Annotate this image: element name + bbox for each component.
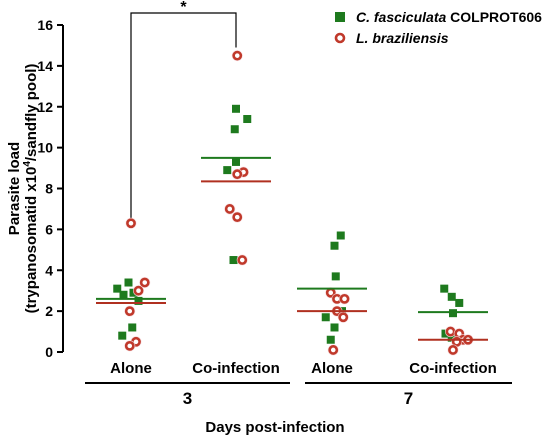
- y-tick-label: 12: [37, 99, 53, 115]
- legend-entry: C. fasciculata COLPROT606: [356, 9, 542, 25]
- data-point-square: [230, 125, 239, 134]
- group-label: Alone: [110, 360, 152, 377]
- x-axis-title: Days post-infection: [205, 419, 344, 436]
- data-point-ring: [232, 169, 243, 180]
- group-label: Co-infection: [409, 360, 497, 377]
- data-point-ring: [339, 293, 350, 304]
- group-label: Co-infection: [192, 360, 280, 377]
- significance-label: *: [180, 0, 187, 16]
- data-point-square: [336, 231, 345, 240]
- y-tick-label: 10: [37, 140, 53, 156]
- data-point-square: [113, 284, 122, 293]
- day-label: 7: [404, 389, 413, 408]
- data-point-square: [128, 323, 137, 332]
- legend-marker-square: [335, 12, 345, 22]
- data-point-ring: [338, 312, 349, 323]
- data-point-ring: [448, 345, 458, 355]
- data-point-square: [440, 284, 449, 293]
- data-point-ring: [126, 218, 136, 229]
- data-point-square: [232, 104, 240, 113]
- data-point-square: [223, 166, 232, 175]
- data-point-square: [229, 256, 238, 265]
- data-point-ring: [224, 204, 235, 214]
- y-tick-label: 4: [45, 262, 53, 278]
- y-tick-label: 0: [45, 344, 53, 360]
- data-point-square: [447, 292, 456, 301]
- data-point-square: [449, 309, 457, 318]
- data-point-square: [331, 272, 340, 281]
- y-axis-title-line1: Parasite load: [6, 142, 23, 235]
- data-point-ring: [237, 255, 248, 265]
- data-point-ring: [124, 340, 135, 351]
- y-tick-label: 8: [45, 181, 53, 197]
- data-point-ring: [232, 50, 243, 61]
- data-point-ring: [232, 212, 243, 223]
- y-axis-title-line2: (trypanosomatid x104/sandfly pool): [22, 64, 40, 314]
- data-point-ring: [133, 285, 144, 296]
- data-point-square: [447, 333, 456, 342]
- data-point-square: [330, 323, 339, 332]
- data-point-square: [124, 278, 133, 287]
- group-label: Alone: [311, 360, 353, 377]
- data-point-square: [326, 335, 335, 344]
- data-point-ring: [139, 277, 150, 288]
- data-point-ring: [328, 345, 339, 355]
- y-tick-label: 2: [45, 303, 53, 319]
- day-label: 3: [183, 389, 192, 408]
- legend-marker-ring: [334, 32, 346, 44]
- data-point-square: [330, 241, 339, 250]
- y-tick-label: 16: [37, 17, 53, 33]
- data-point-ring: [124, 306, 135, 317]
- data-point-ring: [445, 326, 456, 337]
- data-point-square: [232, 157, 240, 166]
- y-tick-label: 6: [45, 221, 53, 237]
- legend-entry: L. braziliensis: [356, 30, 449, 46]
- data-point-square: [321, 313, 330, 322]
- significance-bracket: [130, 12, 237, 220]
- data-point-square: [243, 115, 252, 124]
- y-tick-label: 14: [37, 58, 53, 74]
- data-point-square: [134, 296, 143, 305]
- data-point-square: [455, 298, 464, 307]
- data-point-square: [118, 331, 127, 340]
- data-point-square: [119, 290, 128, 299]
